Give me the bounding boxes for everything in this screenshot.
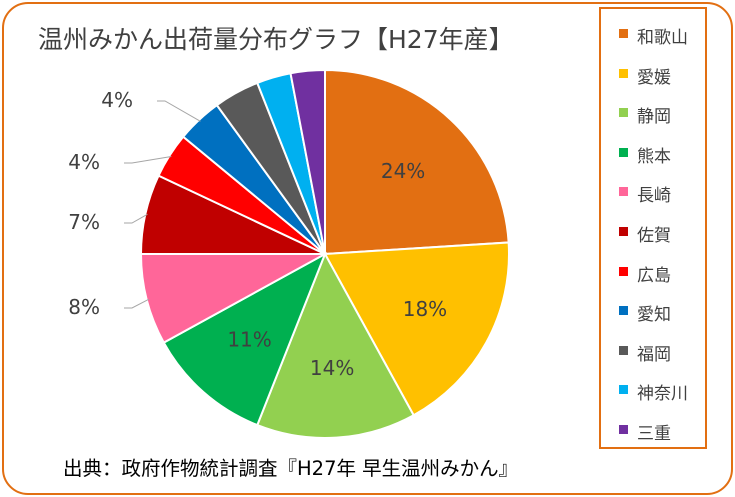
pie-slice-2 <box>323 241 510 417</box>
pie-slice-1 <box>324 68 510 256</box>
legend-label: 熊本 <box>637 146 671 167</box>
legend-label: 愛知 <box>637 305 671 326</box>
slice-label-8: 4% <box>101 88 133 112</box>
legend-swatch <box>619 306 628 316</box>
pie-slice-4 <box>162 251 327 427</box>
legend: 和歌山愛媛静岡熊本長崎佐賀広島愛知福岡神奈川三重 <box>599 7 707 449</box>
legend-label: 愛媛 <box>637 67 671 88</box>
legend-label: 広島 <box>637 265 671 286</box>
legend-swatch <box>619 68 628 78</box>
legend-label: 佐賀 <box>637 226 671 246</box>
legend-label: 福岡 <box>637 344 671 365</box>
leader-line-6 <box>124 213 148 224</box>
leader-line-8 <box>157 100 201 122</box>
legend-swatch <box>619 425 628 434</box>
chart-title: 温州みかん出荷量分布グラフ【H27年産】 <box>38 25 514 54</box>
slice-label-5: 8% <box>68 295 100 319</box>
legend-swatch <box>619 385 628 395</box>
slice-label-6: 7% <box>68 210 100 234</box>
legend-swatch <box>619 108 628 118</box>
legend-swatch <box>619 227 628 236</box>
legend-swatch <box>619 345 628 355</box>
legend-swatch <box>619 29 628 38</box>
leader-line-5 <box>124 298 149 309</box>
legend-swatch <box>619 266 628 276</box>
legend-label: 長崎 <box>637 186 671 207</box>
slice-label-2: 18% <box>403 297 447 321</box>
pie-slice-3 <box>255 251 416 439</box>
slice-label-4: 11% <box>227 328 271 352</box>
legend-label: 三重 <box>637 424 671 444</box>
slice-label-7: 4% <box>68 150 100 174</box>
leader-line-7 <box>124 155 172 164</box>
slice-label-1: 24% <box>381 159 425 183</box>
source-note: 出典：政府作物統計調査『H27年 早生温州みかん』 <box>63 457 519 480</box>
legend-label: 神奈川 <box>637 384 688 405</box>
legend-label: 静岡 <box>637 107 671 128</box>
legend-swatch <box>619 147 628 157</box>
legend-label: 和歌山 <box>637 28 688 48</box>
slice-label-3: 14% <box>310 356 354 380</box>
legend-swatch <box>619 187 628 197</box>
pie-slice-11 <box>289 68 326 255</box>
